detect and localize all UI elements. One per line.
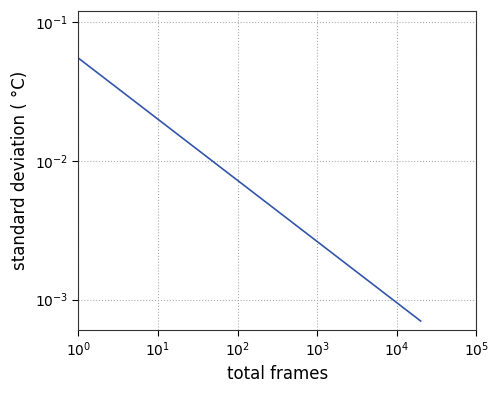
X-axis label: total frames: total frames [226, 365, 328, 383]
Y-axis label: standard deviation ( °C): standard deviation ( °C) [11, 71, 29, 270]
